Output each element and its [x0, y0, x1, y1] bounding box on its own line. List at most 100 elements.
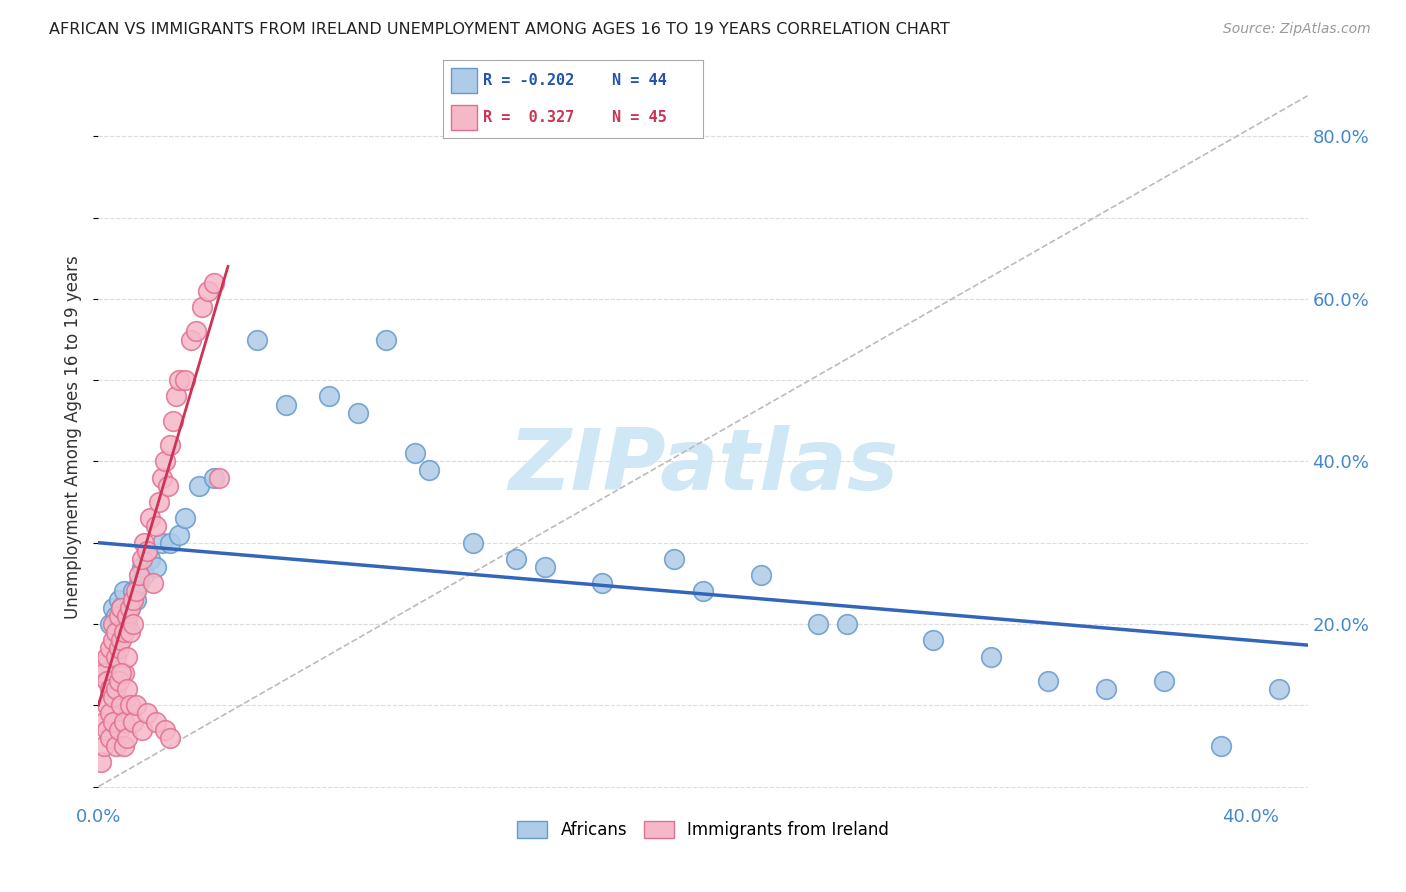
Point [115, 731, 138, 745]
Point [418, 462, 440, 476]
Point [122, 617, 145, 632]
Point [93, 665, 115, 680]
Point [134, 568, 156, 582]
Text: Source: ZipAtlas.com: Source: ZipAtlas.com [1223, 22, 1371, 37]
Point [115, 608, 138, 623]
Point [159, 731, 181, 745]
Point [980, 649, 1002, 664]
Point [115, 681, 138, 696]
Point [202, 276, 225, 290]
Point [145, 519, 167, 533]
Point [120, 698, 142, 713]
Point [120, 600, 142, 615]
Point [162, 414, 184, 428]
Point [159, 535, 181, 549]
Text: N = 45: N = 45 [612, 111, 666, 126]
Point [1095, 681, 1118, 696]
Point [165, 389, 187, 403]
Point [150, 471, 173, 485]
Point [136, 544, 159, 558]
Text: N = 44: N = 44 [612, 72, 666, 87]
Point [202, 471, 225, 485]
Point [180, 333, 202, 347]
Point [136, 706, 159, 721]
Point [107, 673, 129, 688]
Point [90, 755, 112, 769]
Point [107, 608, 129, 623]
Point [93, 714, 115, 729]
Point [112, 584, 135, 599]
Point [664, 552, 686, 566]
Point [922, 633, 945, 648]
Point [104, 608, 127, 623]
Point [148, 495, 170, 509]
Point [375, 333, 398, 347]
Text: R = -0.202: R = -0.202 [484, 72, 575, 87]
Point [110, 698, 132, 713]
Legend: Africans, Immigrants from Ireland: Africans, Immigrants from Ireland [510, 814, 896, 846]
Point [461, 535, 484, 549]
Point [274, 398, 297, 412]
Point [131, 560, 153, 574]
Point [125, 592, 148, 607]
Point [749, 568, 772, 582]
Point [112, 714, 135, 729]
Point [128, 568, 150, 582]
Point [145, 560, 167, 574]
Point [104, 681, 127, 696]
Point [93, 739, 115, 753]
Point [145, 714, 167, 729]
Bar [451, 68, 477, 93]
Point [191, 300, 214, 314]
Point [101, 600, 124, 615]
Point [125, 584, 148, 599]
Point [98, 641, 121, 656]
Point [404, 446, 426, 460]
Point [96, 673, 118, 688]
Point [101, 690, 124, 705]
Point [167, 527, 190, 541]
Point [1268, 681, 1291, 696]
Point [156, 479, 179, 493]
Point [122, 592, 145, 607]
Point [142, 576, 165, 591]
Point [104, 649, 127, 664]
Point [110, 600, 132, 615]
Point [96, 649, 118, 664]
Point [835, 617, 858, 632]
Point [131, 723, 153, 737]
Point [173, 373, 195, 387]
Point [110, 633, 132, 648]
Point [533, 560, 555, 574]
Point [153, 454, 176, 468]
Point [692, 584, 714, 599]
Point [120, 625, 142, 640]
Text: R =  0.327: R = 0.327 [484, 111, 575, 126]
Point [107, 641, 129, 656]
Point [1153, 673, 1175, 688]
Point [107, 592, 129, 607]
Point [104, 625, 127, 640]
Point [131, 552, 153, 566]
Point [173, 511, 195, 525]
Bar [451, 105, 477, 130]
Point [505, 552, 527, 566]
Point [115, 649, 138, 664]
Point [115, 617, 138, 632]
Point [134, 535, 156, 549]
Point [139, 511, 162, 525]
Text: ZIPatlas: ZIPatlas [508, 425, 898, 508]
Point [591, 576, 613, 591]
Point [139, 552, 162, 566]
Point [807, 617, 830, 632]
Point [346, 406, 368, 420]
Point [122, 714, 145, 729]
Point [122, 584, 145, 599]
Point [98, 681, 121, 696]
Point [153, 723, 176, 737]
Point [150, 535, 173, 549]
Point [246, 333, 269, 347]
Point [128, 576, 150, 591]
Point [318, 389, 340, 403]
Point [101, 714, 124, 729]
